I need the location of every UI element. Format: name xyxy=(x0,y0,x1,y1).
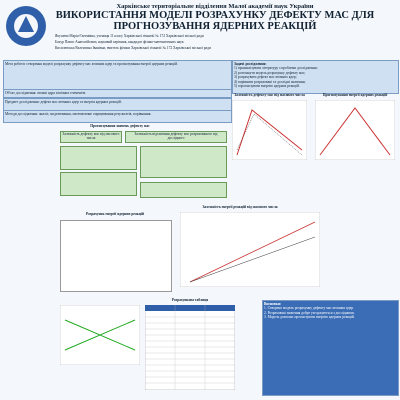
formula-box xyxy=(60,146,137,170)
task: 4) порівняти розраховані та дослідні зна… xyxy=(234,79,306,84)
chart-title: Залежність енергії реакцій від масового … xyxy=(202,205,278,209)
task: 3) розрахувати дефект мас атомних ядер; xyxy=(234,75,297,80)
object: Об'єкт дослідження: атомні ядра хімічних… xyxy=(3,89,232,98)
calc-title: Розрахунок енергії ядерних реакцій xyxy=(85,212,144,216)
logo xyxy=(6,6,46,46)
tasks-title: Задачі дослідження: xyxy=(234,62,267,66)
task: 1) проаналізувати літературу з проблеми … xyxy=(234,66,318,71)
formula-box xyxy=(140,182,227,198)
title: ВИКОРИСТАННЯ МОДЕЛІ РОЗРАХУНКУ ДЕФЕКТУ М… xyxy=(55,10,375,32)
chart-title: Залежність дефекту мас від масового числ… xyxy=(234,93,305,97)
flow-title: Прогнозування значень дефекту мас xyxy=(90,124,150,128)
chart1 xyxy=(232,100,307,160)
calc-panel xyxy=(60,220,172,292)
chart-title: Прогнозування енергії ядерних реакцій xyxy=(322,93,388,97)
author: Бахур Павло Анатолійович, науковий керів… xyxy=(55,40,184,44)
table xyxy=(145,305,235,390)
conclusions: Висновки: 1. Створено модель розрахунку … xyxy=(262,300,399,396)
table-title: Розрахункова таблиця xyxy=(171,298,209,302)
org: Харківське територіальне відділення Мало… xyxy=(116,3,314,10)
flow-box: Залежність дефекту мас від масового числ… xyxy=(60,131,122,143)
tasks: Задачі дослідження: 1) проаналізувати лі… xyxy=(232,60,399,94)
formula-box xyxy=(60,172,137,196)
task: 2) розглянути модель розрахунку дефекту … xyxy=(234,70,306,75)
author: Кисилевська Валентина Іванівна, вчитель … xyxy=(55,46,211,50)
chart4 xyxy=(60,305,140,365)
conclusions-title: Висновки: xyxy=(264,302,282,306)
conclusion: 2. Розраховані значення добре узгоджують… xyxy=(264,310,355,315)
flow-box: Залежність відхилення дефекту мас розрах… xyxy=(125,131,227,143)
task: 5) спрогнозувати енергію ядерних реакцій… xyxy=(234,84,300,89)
conclusion: 3. Модель дозволяє прогнозувати енергію … xyxy=(264,315,355,320)
conclusion: 1. Створено модель розрахунку дефекту ма… xyxy=(264,306,354,311)
author: Якушева Марія Євгенівна, учениця 11 клас… xyxy=(55,34,204,38)
chart2 xyxy=(315,100,395,160)
chart3 xyxy=(180,212,320,287)
formula-box xyxy=(140,146,227,178)
goal: Мета роботи: створення моделі розрахунку… xyxy=(3,60,232,90)
methods: Методи дослідження: аналіз, моделювання,… xyxy=(3,110,232,123)
